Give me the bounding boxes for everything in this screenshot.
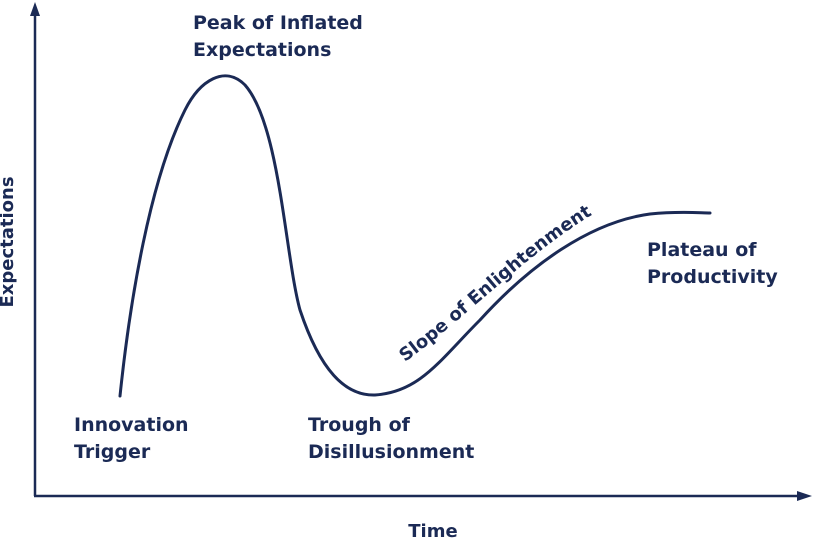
innovation-line-2: Trigger: [74, 441, 151, 463]
label-trough-of-disillusionment: Trough of Disillusionment: [308, 414, 474, 463]
hype-cycle-curve: [118, 74, 712, 398]
trough-line-1: Trough of: [308, 414, 411, 436]
x-axis-arrow-icon: [797, 491, 812, 501]
label-innovation-trigger: Innovation Trigger: [74, 414, 195, 463]
y-axis-arrow-icon: [30, 2, 40, 16]
peak-line-1: Peak of Inflated: [193, 12, 363, 34]
peak-line-2: Expectations: [193, 39, 331, 61]
label-plateau-of-productivity: Plateau of Productivity: [647, 239, 778, 288]
plateau-line-2: Productivity: [647, 266, 778, 288]
plateau-line-1: Plateau of: [647, 239, 757, 261]
trough-line-2: Disillusionment: [308, 441, 474, 463]
axes: [30, 2, 812, 501]
y-axis-title: Expectations: [0, 176, 18, 307]
x-axis-title: Time: [408, 521, 457, 542]
label-slope-of-enlightenment: Slope of Enlightenment: [395, 201, 595, 366]
slope-text: Slope of Enlightenment: [395, 201, 595, 366]
innovation-line-1: Innovation: [74, 414, 189, 436]
label-peak-of-inflated-expectations: Peak of Inflated Expectations: [193, 12, 370, 61]
